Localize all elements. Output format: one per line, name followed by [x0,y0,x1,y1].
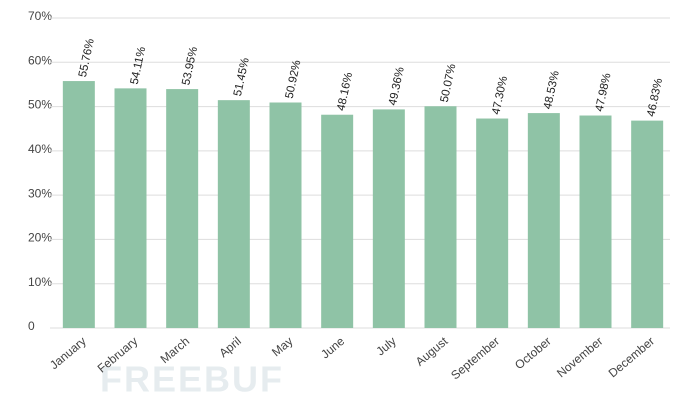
x-tick-label: July [373,334,398,358]
bar [476,118,509,329]
x-tick-label: January [47,334,89,372]
bar [579,115,612,328]
bar [372,109,405,328]
y-tick-label: 40% [28,142,52,156]
value-label: 54.11% [129,46,149,86]
y-tick-label: 70% [28,9,52,23]
x-tick-label: June [318,334,347,362]
value-label: 47.30% [490,75,510,116]
bar [527,113,560,329]
y-tick-label: 10% [28,275,52,289]
bar [166,89,199,328]
y-tick-label: 60% [28,53,52,67]
value-label: 48.53% [542,70,562,111]
bar [62,81,95,328]
bar [269,102,302,328]
x-tick-label: September [448,334,502,382]
x-tick-label: December [606,334,657,380]
y-tick-label: 20% [28,231,52,245]
value-label: 53.95% [180,46,200,87]
value-label: 48.16% [335,71,355,112]
bar [114,88,147,329]
value-label: 55.76% [77,38,97,79]
y-tick-label: 0 [28,319,35,333]
value-label: 49.36% [387,66,407,107]
bar [424,106,457,328]
bar [321,114,354,328]
x-tick-label: May [269,334,295,359]
value-label: 46.83% [645,77,665,118]
bar [631,120,664,328]
x-tick-label: October [512,334,554,372]
value-label: 51.45% [232,57,252,98]
value-label: 50.07% [439,63,459,104]
bar [217,100,250,329]
x-tick-label: November [554,334,605,380]
x-tick-label: April [216,334,243,360]
y-tick-label: 50% [28,98,52,112]
y-tick-label: 30% [28,186,52,200]
value-label: 50.92% [284,59,304,100]
x-tick-label: August [413,334,451,369]
watermark: FREEBUF [100,359,284,400]
